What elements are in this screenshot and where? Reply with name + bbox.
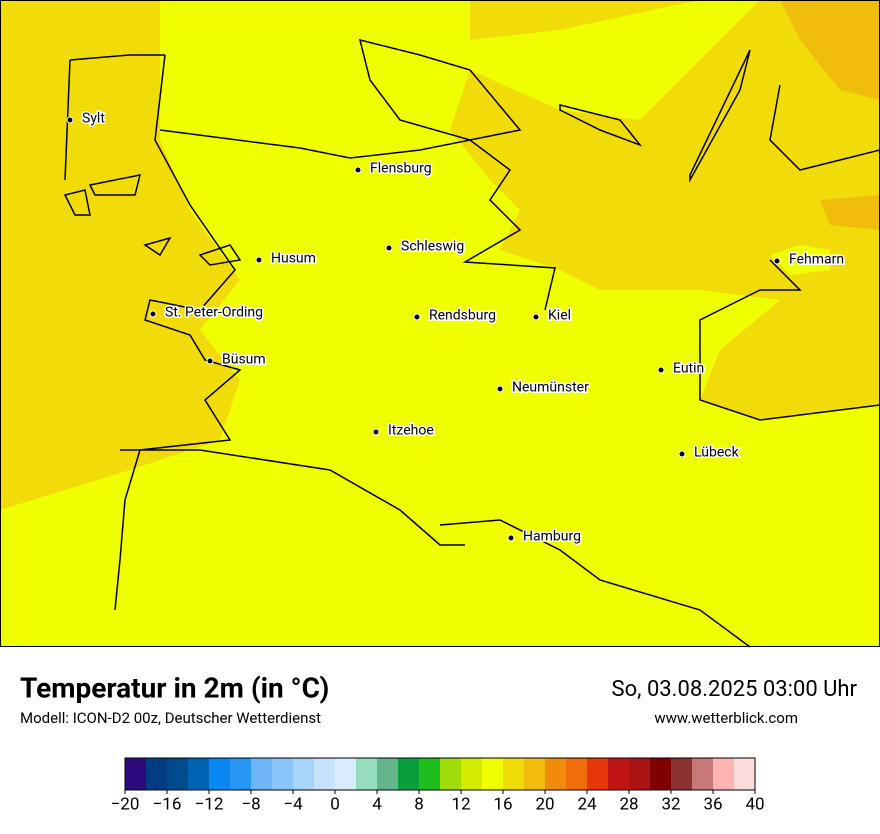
colorbar-tick-label: 16 — [493, 794, 512, 814]
coastline — [63, 38, 880, 648]
city-dot — [66, 116, 74, 124]
warm-patch — [780, 0, 880, 230]
website: www.wetterblick.com — [654, 709, 798, 727]
city-label: Sylt — [82, 111, 105, 127]
colorbar-tick-label: 40 — [745, 794, 764, 814]
colorbar-bin — [629, 758, 650, 790]
city-label: Neumünster — [512, 380, 589, 396]
colorbar-bin — [545, 758, 566, 790]
city-dot — [496, 385, 504, 393]
colorbar-bin — [251, 758, 272, 790]
city-dot — [532, 313, 540, 321]
colorbar-tick-label: 0 — [330, 794, 340, 814]
colorbar-tick-label: 24 — [577, 794, 597, 814]
colorbar-tick-label: 12 — [451, 794, 470, 814]
colorbar-bin — [671, 758, 692, 790]
city-label: Husum — [271, 251, 316, 267]
colorbar-tick-label: −20 — [111, 794, 140, 814]
city-label: Rendsburg — [429, 308, 496, 324]
colorbar-tick-label: −4 — [283, 794, 303, 814]
colorbar-tick-label: 4 — [372, 794, 382, 814]
city-dot — [149, 310, 157, 318]
colorbar-bin — [440, 758, 461, 790]
city-dot — [773, 257, 781, 265]
colorbar-tick-label: −12 — [195, 794, 224, 814]
datetime: So, 03.08.2025 03:00 Uhr — [612, 677, 858, 702]
colorbar-tick-label: 32 — [661, 794, 680, 814]
city-label: Flensburg — [370, 161, 432, 177]
colorbar-bin — [734, 758, 755, 790]
colorbar-bin — [692, 758, 713, 790]
colorbar-bin — [230, 758, 251, 790]
colorbar-bin — [209, 758, 230, 790]
colorbar-bin — [125, 758, 146, 790]
city-label: Hamburg — [523, 529, 581, 545]
city-label: Büsum — [222, 352, 266, 368]
colorbar-bin — [650, 758, 671, 790]
cities: Sylt Flensburg Schleswig Husum Fehmarn St. Pe… — [66, 109, 846, 546]
colorbar-bin — [356, 758, 377, 790]
colorbar-bin — [398, 758, 419, 790]
colorbar-bin — [503, 758, 524, 790]
colorbar-bin — [314, 758, 335, 790]
colorbar-bin — [524, 758, 545, 790]
map: Sylt Flensburg Schleswig Husum Fehmarn St. Pe… — [0, 0, 880, 648]
city-label: Itzehoe — [388, 423, 434, 439]
colorbar-bin — [188, 758, 209, 790]
colorbar-bin — [167, 758, 188, 790]
title: Temperatur in 2m (in °C) — [20, 671, 329, 704]
city-dot — [413, 313, 421, 321]
city-dot — [372, 428, 380, 436]
colorbar-bin — [293, 758, 314, 790]
colorbar-bin — [419, 758, 440, 790]
colorbar-bin — [272, 758, 293, 790]
colorbar-bin — [482, 758, 503, 790]
city-dot — [255, 256, 263, 264]
colorbar-bin — [377, 758, 398, 790]
land — [770, 245, 830, 275]
colorbar-bin — [335, 758, 356, 790]
colorbar-bin — [146, 758, 167, 790]
colorbar-bin — [566, 758, 587, 790]
city-dot — [385, 244, 393, 252]
city-dot — [507, 534, 515, 542]
colorbar-bin — [608, 758, 629, 790]
city-label: Schleswig — [401, 239, 464, 255]
city-label: St. Peter-Ording — [165, 305, 263, 321]
colorbar-tick-label: −8 — [241, 794, 260, 814]
colorbar-border — [124, 757, 756, 791]
colorbar-bin — [461, 758, 482, 790]
source: Modell: ICON-D2 00z, Deutscher Wetterdie… — [20, 709, 321, 727]
colorbar-tick-label: −16 — [153, 794, 182, 814]
city-dot — [354, 166, 362, 174]
city-label: Lübeck — [694, 445, 740, 461]
colorbar-bin — [713, 758, 734, 790]
colorbar-tick-label: 28 — [619, 794, 638, 814]
colorbar-tick-label: 8 — [414, 794, 424, 814]
city-dot — [657, 366, 665, 374]
colorbar-bin — [587, 758, 608, 790]
city-label: Eutin — [673, 361, 704, 377]
colorbar: −20 −16 −12 −8 −4 0 4 8 12 16 20 24 28 32 36 40 — [111, 757, 765, 814]
city-dot — [206, 357, 214, 365]
colorbar-tick-label: 36 — [703, 794, 722, 814]
colorbar-tick-label: 20 — [535, 794, 554, 814]
city-label: Fehmarn — [789, 252, 844, 268]
land — [0, 0, 880, 647]
city-label: Kiel — [548, 308, 571, 324]
city-dot — [678, 450, 686, 458]
